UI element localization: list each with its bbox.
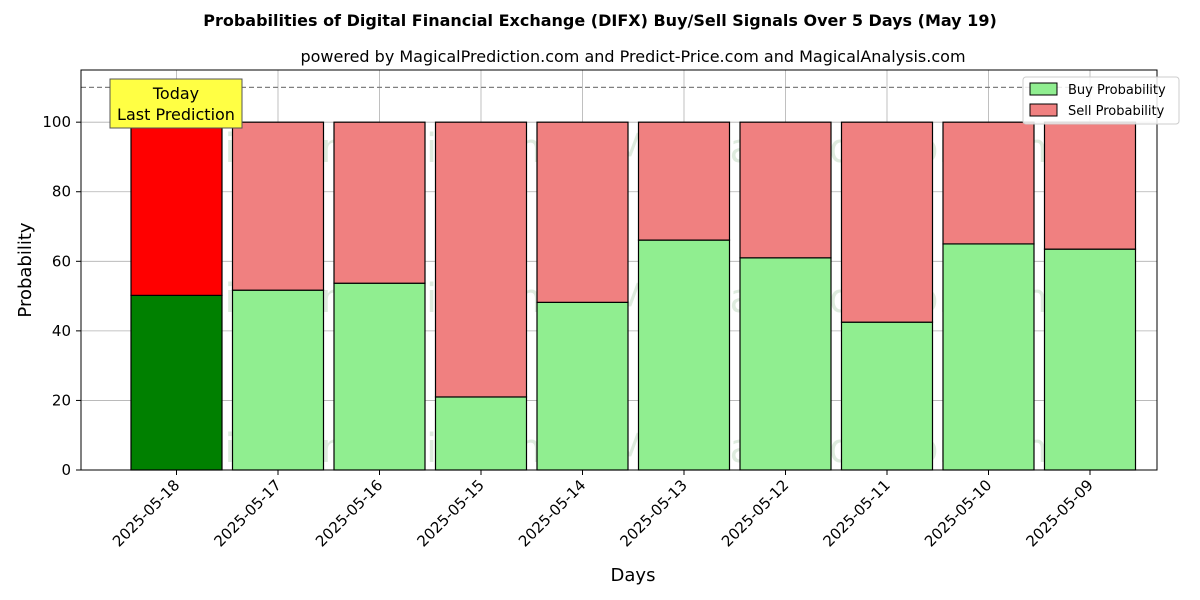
annotation-line-0: Today	[152, 84, 199, 103]
annotation-line-1: Last Prediction	[117, 105, 235, 124]
x-tick-label-2025-05-15: 2025-05-15	[413, 476, 487, 550]
annotation-box	[109, 78, 243, 129]
sell-bar-2025-05-18	[130, 121, 223, 296]
buy-bar-2025-05-18	[130, 294, 223, 471]
sell-bar-2025-05-13	[637, 121, 731, 241]
buy-bar-2025-05-09	[1043, 248, 1137, 471]
sell-bar-2025-05-17	[231, 121, 325, 291]
chart-title: Probabilities of Digital Financial Excha…	[203, 11, 997, 30]
x-tick-label-2025-05-13: 2025-05-13	[616, 476, 690, 550]
buy-bar-2025-05-13	[637, 239, 731, 471]
sell-bar-2025-05-10	[942, 121, 1035, 245]
y-axis-label: Probability	[15, 222, 36, 317]
sell-bar-2025-05-12	[739, 121, 832, 259]
legend-swatch-1	[1029, 103, 1058, 117]
x-tick-label-2025-05-14: 2025-05-14	[515, 476, 589, 550]
legend: Buy Probability Sell Probability	[1022, 76, 1180, 125]
bars-layer	[130, 121, 1137, 471]
y-tick-label-5: 100	[42, 113, 71, 131]
plot-area-frame	[80, 69, 1158, 471]
x-tick-label-2025-05-16: 2025-05-16	[312, 476, 386, 550]
sell-bar-2025-05-16	[333, 121, 426, 284]
y-tick-label-4: 80	[52, 183, 71, 201]
legend-label-1: Sell Probability	[1068, 104, 1165, 119]
buy-bar-2025-05-17	[231, 289, 325, 471]
y-tick-label-3: 60	[52, 252, 71, 270]
y-tick-label-1: 20	[52, 391, 71, 409]
x-axis: 2025-05-18 2025-05-17 2025-05-16 2025-05-15…	[109, 470, 1097, 550]
y-axis: 0 20 40 60 80 100	[42, 113, 81, 479]
buy-bar-2025-05-16	[333, 282, 426, 471]
buy-bar-2025-05-11	[840, 321, 934, 471]
x-axis-label: Days	[611, 565, 656, 586]
x-tick-label-2025-05-09: 2025-05-09	[1022, 476, 1096, 550]
buy-bar-2025-05-10	[942, 243, 1035, 471]
sell-bar-2025-05-09	[1043, 121, 1137, 250]
legend-swatch-0	[1029, 82, 1058, 96]
y-tick-label-0: 0	[61, 461, 71, 479]
buy-bar-2025-05-15	[434, 396, 528, 471]
sell-bar-2025-05-15	[434, 121, 528, 398]
x-tick-label-2025-05-17: 2025-05-17	[210, 476, 284, 550]
buy-bar-2025-05-12	[739, 257, 832, 471]
buy-bar-2025-05-14	[536, 301, 629, 471]
sell-bar-2025-05-11	[840, 121, 934, 323]
x-tick-label-2025-05-10: 2025-05-10	[921, 476, 995, 550]
legend-box	[1022, 76, 1180, 125]
x-tick-label-2025-05-12: 2025-05-12	[718, 476, 792, 550]
legend-label-0: Buy Probability	[1068, 83, 1166, 98]
today-annotation: Today Last Prediction	[109, 78, 243, 129]
sell-bar-2025-05-14	[536, 121, 629, 303]
x-tick-label-2025-05-11: 2025-05-11	[819, 476, 893, 550]
chart-subtitle: powered by MagicalPrediction.com and Pre…	[300, 47, 965, 66]
x-tick-label-2025-05-18: 2025-05-18	[109, 476, 183, 550]
y-tick-label-2: 40	[52, 322, 71, 340]
